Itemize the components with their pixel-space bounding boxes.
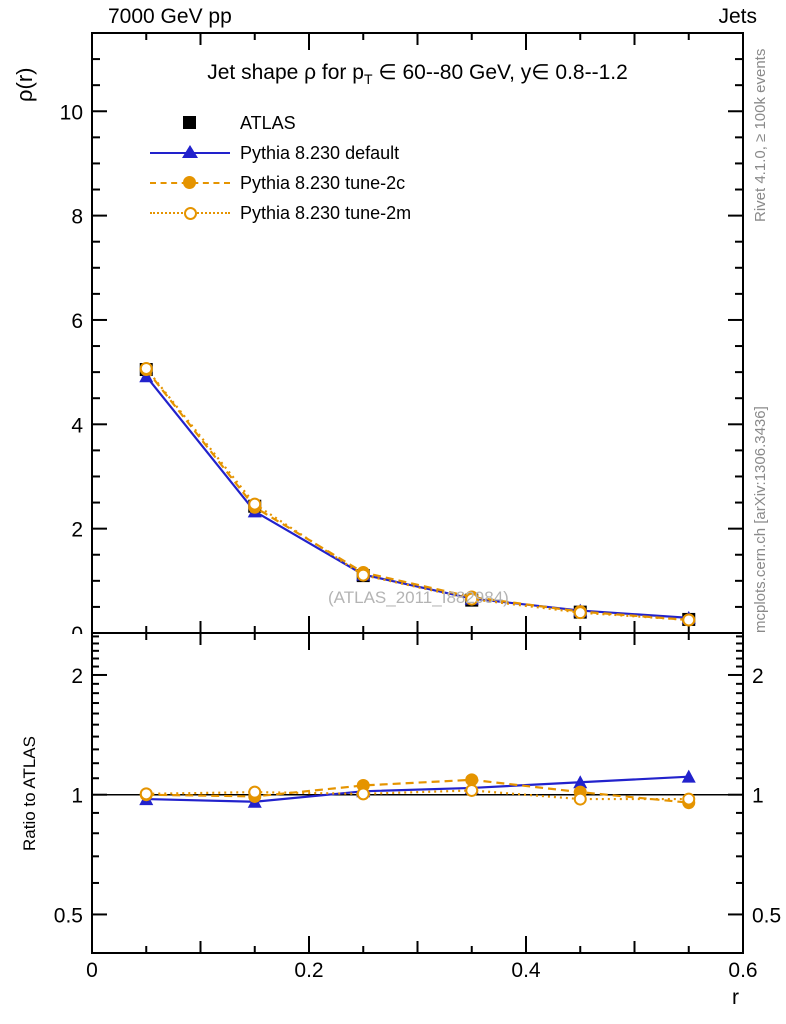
- svg-text:8: 8: [71, 206, 83, 229]
- dotted-line-open-circle-marker: [150, 198, 230, 228]
- atlas-square-marker: [150, 108, 230, 138]
- svg-text:0.5: 0.5: [752, 904, 781, 927]
- legend-label-atlas: ATLAS: [240, 113, 296, 133]
- svg-text:6: 6: [71, 310, 83, 333]
- plot-title: Jet shape ρ for pT ∈ 60--80 GeV, y∈ 0.8-…: [92, 60, 743, 87]
- svg-text:1: 1: [752, 785, 764, 808]
- svg-text:0.2: 0.2: [294, 959, 323, 982]
- rivet-version-label: Rivet 4.1.0, ≥ 100k events: [752, 48, 769, 222]
- legend-label-pythia-default: Pythia 8.230 default: [240, 143, 400, 163]
- svg-text:2: 2: [71, 665, 83, 688]
- svg-text:4: 4: [71, 414, 83, 437]
- svg-text:0: 0: [86, 959, 98, 982]
- plot-title-post: ∈ 60--80 GeV, y∈ 0.8--1.2: [372, 61, 628, 84]
- process-label: Jets: [718, 5, 757, 28]
- solid-line-triangle-marker: [150, 138, 230, 168]
- svg-text:1: 1: [71, 785, 83, 808]
- analysis-id-watermark: (ATLAS_2011_I882984): [328, 588, 509, 607]
- legend-label-pythia-tune2c: Pythia 8.230 tune-2c: [240, 173, 406, 193]
- svg-text:2: 2: [71, 519, 83, 542]
- mcplots-citation-label: mcplots.cern.ch [arXiv:1306.3436]: [752, 406, 769, 633]
- svg-text:2: 2: [752, 665, 764, 688]
- svg-text:0.4: 0.4: [511, 959, 541, 982]
- dashed-line-circle-marker: [150, 168, 230, 198]
- plot-title-subscript: T: [363, 71, 373, 88]
- ratio-y-axis-label: Ratio to ATLAS: [20, 736, 39, 851]
- plot-title-pre: Jet shape ρ for p: [207, 61, 364, 84]
- svg-text:0: 0: [71, 623, 83, 646]
- legend-label-pythia-tune2m: Pythia 8.230 tune-2m: [240, 203, 412, 223]
- beam-energy-label: 7000 GeV pp: [108, 5, 232, 28]
- svg-text:0.6: 0.6: [728, 959, 757, 982]
- svg-text:0.5: 0.5: [54, 904, 83, 927]
- svg-text:10: 10: [60, 101, 83, 124]
- main-y-axis-label: ρ(r): [12, 67, 37, 103]
- x-axis-label: r: [732, 986, 739, 1009]
